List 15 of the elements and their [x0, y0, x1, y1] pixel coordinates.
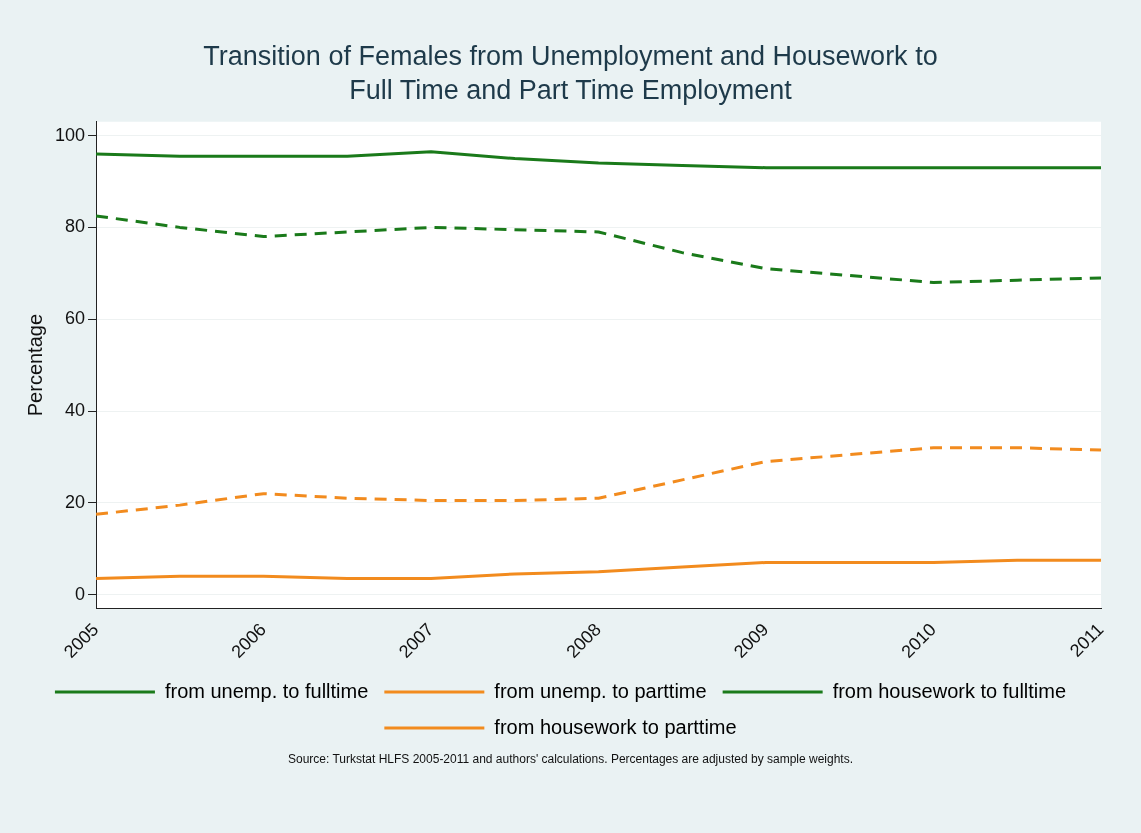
y-tick-label: 0	[75, 583, 86, 604]
y-tick-label: 40	[65, 399, 86, 420]
y-tick-label: 20	[65, 491, 86, 512]
legend-label: from unemp. to parttime	[494, 679, 707, 702]
y-tick-label: 60	[65, 307, 86, 328]
line-series	[96, 445, 1101, 516]
legend-label: from housework to fulltime	[832, 679, 1067, 702]
y-tick-label: 80	[65, 215, 86, 236]
chart-title: Transition of Females from Unemployment and Housework to Full Time and Part Time Employment	[202, 40, 939, 107]
y-tick-label: 100	[54, 124, 86, 145]
y-axis-title: Percentage	[23, 313, 46, 416]
line-series	[96, 213, 1101, 284]
source-note: Source: Turkstat HLFS 2005-2011 and authors' calculations. Percentages are adjusted by sample weights.	[286, 751, 855, 766]
legend-label: from unemp. to fulltime	[164, 679, 369, 702]
legend-label: from housework to parttime	[494, 715, 737, 738]
